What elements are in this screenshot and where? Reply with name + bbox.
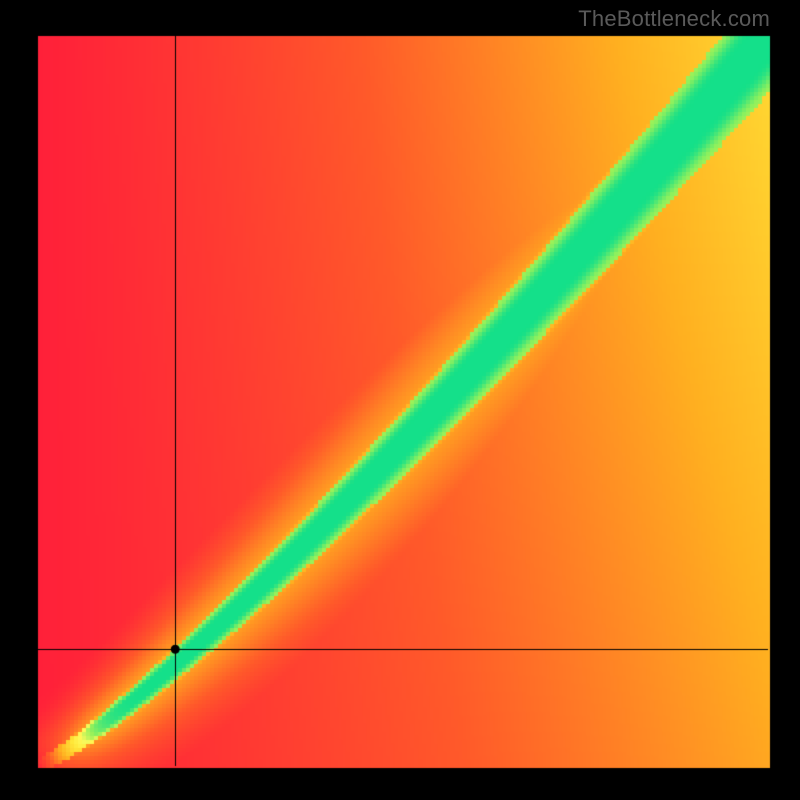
chart-container: TheBottleneck.com (0, 0, 800, 800)
watermark-text: TheBottleneck.com (578, 6, 770, 32)
heatmap-canvas (0, 0, 800, 800)
